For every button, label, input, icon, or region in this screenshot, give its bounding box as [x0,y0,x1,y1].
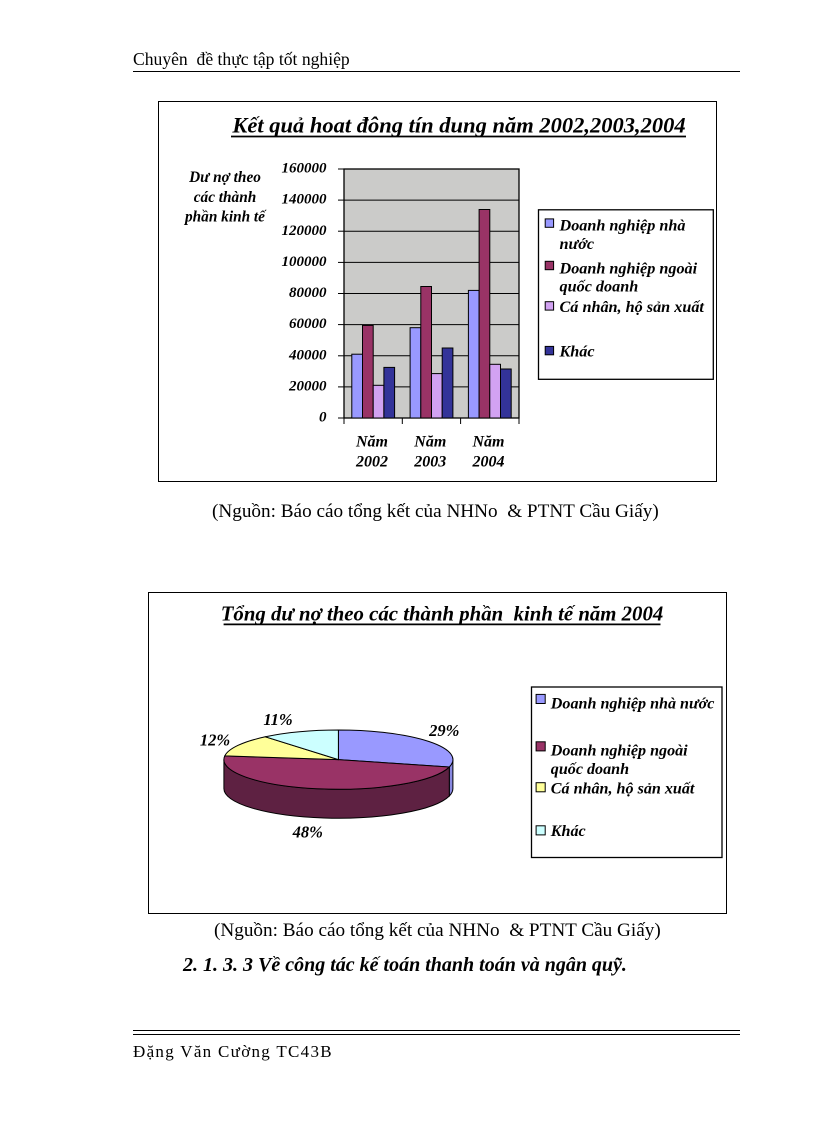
svg-text:Năm: Năm [355,433,388,450]
svg-text:2002: 2002 [355,453,388,470]
svg-text:Kết quả hoat đông tín dung năm: Kết quả hoat đông tín dung năm 2002,2003… [231,112,685,137]
svg-text:20000: 20000 [288,378,327,394]
svg-text:phần kinh tế: phần kinh tế [183,208,267,225]
svg-text:Cá nhân, hộ sản xuất: Cá nhân, hộ sản xuất [559,298,704,316]
svg-text:Tổng dư nợ theo các thành phần: Tổng dư nợ theo các thành phần kinh tế n… [220,602,663,625]
svg-text:Doanh nghiệp nhà nước: Doanh nghiệp nhà nước [549,695,714,712]
svg-text:48%: 48% [291,822,322,841]
svg-text:Khác: Khác [549,823,585,840]
svg-text:Doanh nghiệp ngoài: Doanh nghiệp ngoài [549,742,687,759]
svg-text:80000: 80000 [289,285,327,301]
svg-text:160000: 160000 [281,160,327,176]
svg-text:Khác: Khác [558,342,594,360]
svg-text:140000: 140000 [281,191,327,207]
svg-text:0: 0 [319,409,327,425]
svg-text:Cá nhân, hộ sản xuất: Cá nhân, hộ sản xuất [550,780,694,797]
svg-text:Dư nợ theo: Dư nợ theo [188,169,261,186]
svg-text:quốc doanh: quốc doanh [559,277,638,295]
svg-text:Doanh nghiệp ngoài: Doanh nghiệp ngoài [558,259,697,277]
svg-text:29%: 29% [428,721,459,740]
svg-text:quốc doanh: quốc doanh [550,761,628,778]
svg-text:2003: 2003 [413,453,446,470]
svg-text:60000: 60000 [289,316,327,332]
svg-text:Năm: Năm [471,433,504,450]
svg-text:11%: 11% [263,710,292,729]
svg-text:100000: 100000 [281,253,327,269]
svg-text:Doanh nghiệp nhà: Doanh nghiệp nhà [558,216,685,234]
svg-text:Năm: Năm [413,433,446,450]
svg-text:2004: 2004 [471,453,504,470]
svg-text:nước: nước [559,234,594,252]
svg-text:120000: 120000 [281,222,327,238]
svg-text:các thành: các thành [193,189,255,206]
svg-text:12%: 12% [199,730,229,749]
svg-text:40000: 40000 [288,347,327,363]
